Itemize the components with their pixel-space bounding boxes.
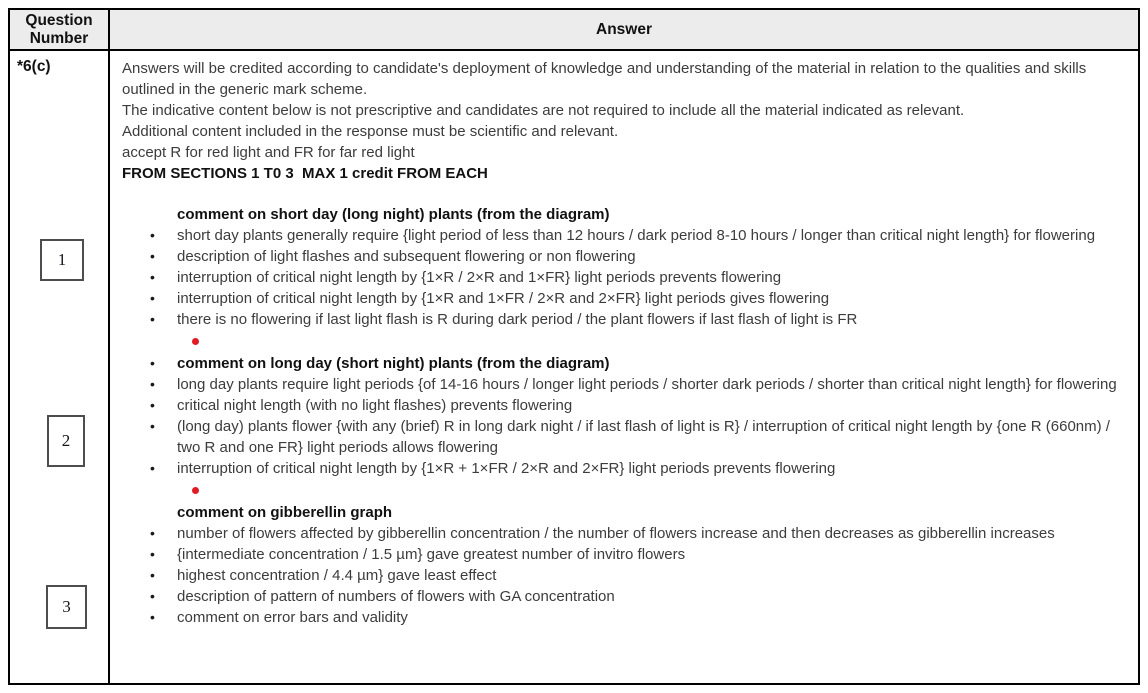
bullet-item-text: {intermediate concentration / 1.5 µm} ga… [177,546,686,563]
section-marker-box-2: 2 [47,415,85,467]
intro-block: Answers will be credited according to ca… [122,58,1130,184]
mark-scheme-table: Question Number Answer *6(c) 1 2 3 Answe… [8,8,1140,685]
bullet-item-text: description of light flashes and subsequ… [177,248,636,265]
bullet-icon: • [150,588,155,604]
bullet-item: • short day plants generally require {lig… [122,225,1130,246]
bullet-item-text: interruption of critical night length by… [177,460,836,477]
bullet-icon: • [150,376,155,392]
bullet-item: • interruption of critical night length b… [122,288,1130,309]
bullet-icon: • [150,355,155,371]
bullet-item: • {intermediate concentration / 1.5 µm} g… [122,544,1130,565]
bullet-item: • description of pattern of numbers of fl… [122,586,1130,607]
red-dot-line [122,330,1130,353]
intro-line: FROM SECTIONS 1 T0 3 MAX 1 credit FROM E… [122,165,488,182]
bullet-item: • there is no flowering if last light fla… [122,309,1130,330]
bullet-icon: • [150,567,155,583]
intro-line: The indicative content below is not pres… [122,102,965,119]
bullet-icon: • [150,546,155,562]
red-dot-line [122,479,1130,502]
bullet-item-text: interruption of critical night length by… [177,269,782,286]
section-spacer [122,184,1130,204]
bullet-item-text: long day plants require light periods {o… [177,376,1117,393]
bullet-icon: • [150,525,155,541]
section-marker-box-1: 1 [40,239,84,281]
intro-line: accept R for red light and FR for far re… [122,144,415,161]
bullet-item-text: comment on error bars and validity [177,609,408,626]
bullet-icon: • [150,460,155,476]
bullet-icon: • [150,227,155,243]
bullet-item-text: number of flowers affected by gibberelli… [177,525,1055,542]
bullet-item-text: short day plants generally require {ligh… [177,227,1096,244]
bullet-icon: • [150,269,155,285]
bullet-icon: • [150,248,155,264]
bullet-item-text: interruption of critical night length by… [177,290,830,307]
bullet-icon: • [150,397,155,413]
section-heading-text: comment on long day (short night) plants… [177,355,610,372]
bullet-item-text: critical night length (with no light fla… [177,397,573,414]
intro-line: Answers will be credited according to ca… [122,60,1091,98]
bullet-item-text: there is no flowering if last light flas… [177,311,858,328]
section-marker-box-3: 3 [46,585,87,629]
answer-column-header: Answer [596,20,652,38]
bullet-item-text: (long day) plants flower {with any (brie… [177,418,1115,456]
intro-line: Additional content included in the respo… [122,123,619,140]
question-number-column-header: Question Number [10,10,110,49]
bullet-item: • interruption of critical night length b… [122,458,1130,479]
bullet-item: • critical night length (with no light fl… [122,395,1130,416]
question-number: *6(c) [17,58,51,75]
bullet-item: • description of light flashes and subseq… [122,246,1130,267]
table-header-row: Question Number Answer [10,10,1138,51]
section-heading: comment on short day (long night) plants… [177,206,610,223]
bullet-icon: • [150,290,155,306]
bullet-icon: • [150,311,155,327]
bullet-item-text: description of pattern of numbers of flo… [177,588,615,605]
question-number-cell: *6(c) 1 2 3 [10,51,110,683]
bullet-item: • highest concentration / 4.4 µm} gave le… [122,565,1130,586]
red-dot-marker [192,338,199,345]
bullet-item: • number of flowers affected by gibberell… [122,523,1130,544]
red-dot-marker [192,487,199,494]
bullet-item: • (long day) plants flower {with any (bri… [122,416,1130,458]
answer-cell: Answers will be credited according to ca… [110,51,1138,683]
section-heading: • comment on long day (short night) plant… [122,353,1130,374]
table-body-row: *6(c) 1 2 3 Answers will be credited acc… [10,51,1138,683]
bullet-item: • comment on error bars and validity [122,607,1130,628]
bullet-icon: • [150,418,155,434]
section-heading: comment on gibberellin graph [177,504,393,521]
bullet-item: • long day plants require light periods {… [122,374,1130,395]
bullet-item-text: highest concentration / 4.4 µm} gave lea… [177,567,497,584]
bullet-icon: • [150,609,155,625]
bullet-item: • interruption of critical night length b… [122,267,1130,288]
sections-block: comment on short day (long night) plants… [122,184,1130,628]
